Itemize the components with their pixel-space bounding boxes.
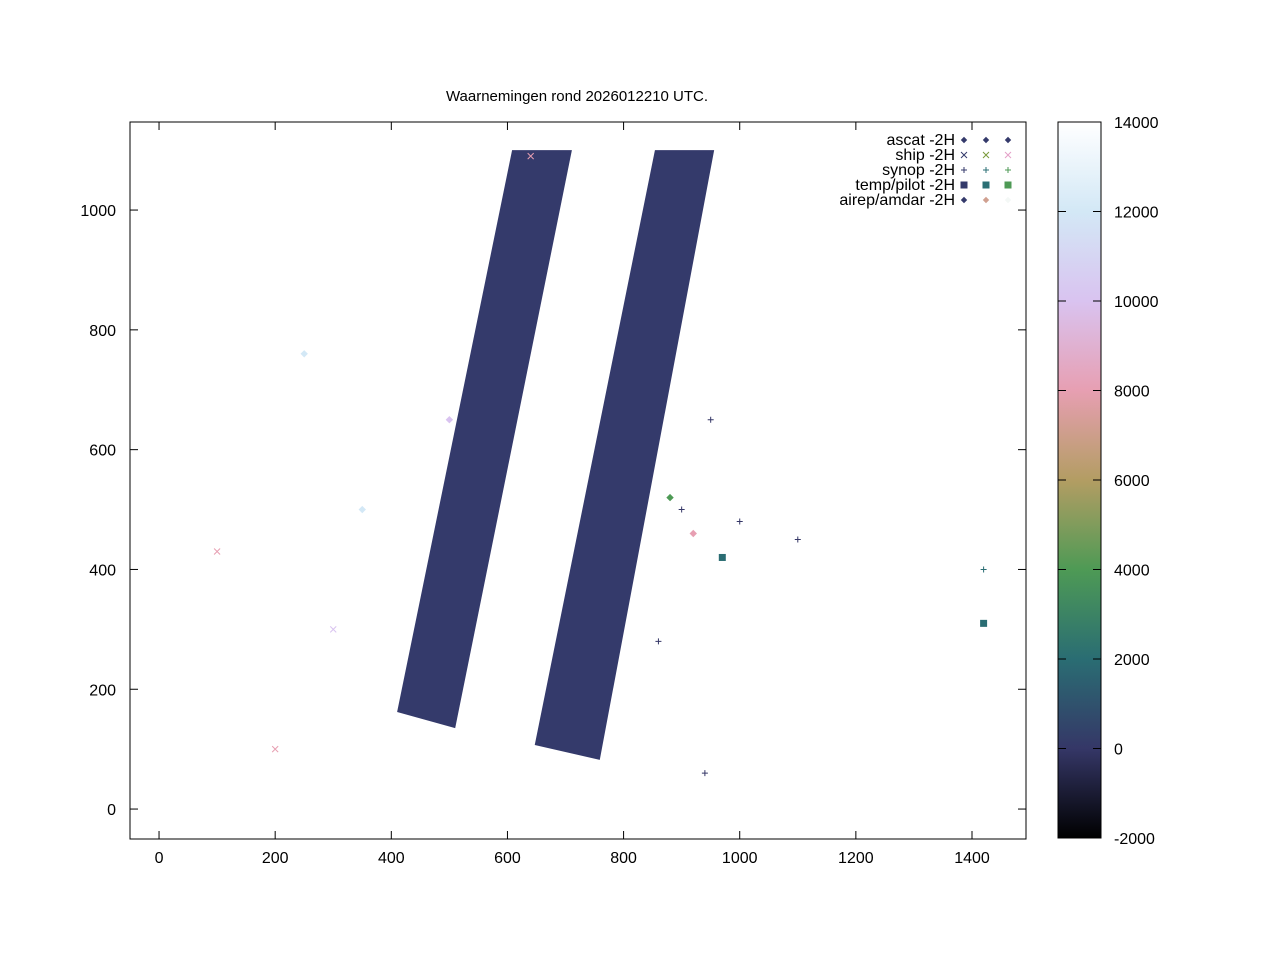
data-point: [445, 415, 454, 424]
ascat-swath: [534, 150, 715, 760]
legend-symbol: [983, 167, 989, 173]
colorbar-tick-label: 4000: [1114, 563, 1150, 580]
colorbar-tick-label: 6000: [1114, 473, 1150, 490]
data-point: [655, 638, 662, 645]
data-point: [666, 493, 674, 502]
legend-symbol: [960, 196, 968, 204]
data-point: [689, 529, 697, 538]
chart-title: Waarnemingen rond 2026012210 UTC.: [445, 88, 709, 105]
legend-label: temp/pilot -2H: [855, 177, 955, 194]
legend-symbol: [960, 151, 968, 159]
legend-symbol: [960, 136, 968, 144]
x-tick-label: 800: [610, 850, 637, 867]
x-tick-label: 1200: [838, 850, 874, 867]
legend-symbol: [1004, 196, 1012, 204]
data-point: [718, 553, 726, 561]
data-point: [678, 506, 685, 513]
legend-label: airep/amdar -2H: [839, 192, 955, 209]
legend-symbol: [1004, 151, 1012, 159]
data-point: [300, 350, 308, 358]
data-point: [271, 745, 279, 753]
data-point: [736, 518, 743, 525]
colorbar-tick-label: 14000: [1114, 115, 1159, 132]
legend-symbol: [982, 151, 990, 159]
legend-label: ascat -2H: [887, 132, 955, 149]
plot-frame: [129, 121, 1027, 840]
legend-label: synop -2H: [882, 162, 955, 179]
x-tick-label: 200: [262, 850, 289, 867]
axes: 0 200 400 600 800 1000 1200 1400 0 200 400 600 800 10…: [80, 122, 1026, 867]
data-point: [980, 566, 987, 573]
x-tick-label: 400: [378, 850, 405, 867]
legend-symbol: [1004, 136, 1012, 144]
y-tick-label: 1000: [80, 203, 116, 220]
legend-symbol: [961, 167, 967, 173]
legend-symbol: [982, 181, 990, 189]
colorbar-tick-label: 10000: [1114, 294, 1159, 311]
colorbar-tick-label: -2000: [1114, 831, 1155, 848]
data-point: [980, 619, 988, 627]
y-tick-label: 400: [89, 562, 116, 579]
data-point: [707, 416, 714, 423]
legend-symbol: [982, 196, 990, 204]
data-point: [794, 536, 801, 543]
legend-symbol: [960, 181, 968, 189]
legend-symbol: [1004, 181, 1012, 189]
x-tick-label: 1000: [722, 850, 758, 867]
data-marks: [213, 150, 988, 777]
colorbar-ticks: -2000 0 2000 4000 6000 8000 10000 12000 14000: [1058, 115, 1159, 848]
data-point: [329, 625, 337, 633]
colorbar-tick-label: 2000: [1114, 652, 1150, 669]
legend-symbol: [982, 136, 990, 144]
colorbar-tick-label: 8000: [1114, 384, 1150, 401]
legend-label: ship -2H: [895, 147, 955, 164]
x-tick-label: 1400: [954, 850, 990, 867]
data-point: [213, 548, 221, 555]
legend-symbol: [1005, 167, 1011, 173]
colorbar-tick-label: 0: [1114, 742, 1123, 759]
x-tick-label: 600: [494, 850, 521, 867]
y-tick-label: 800: [89, 323, 116, 340]
y-tick-label: 200: [89, 682, 116, 699]
data-point: [358, 505, 366, 514]
ascat-swath: [397, 150, 572, 729]
x-tick-label: 0: [155, 850, 164, 867]
y-tick-label: 600: [89, 443, 116, 460]
colorbar-tick-label: 12000: [1114, 205, 1159, 222]
data-point: [527, 152, 535, 160]
data-point: [701, 770, 708, 777]
y-tick-label: 0: [107, 802, 116, 819]
